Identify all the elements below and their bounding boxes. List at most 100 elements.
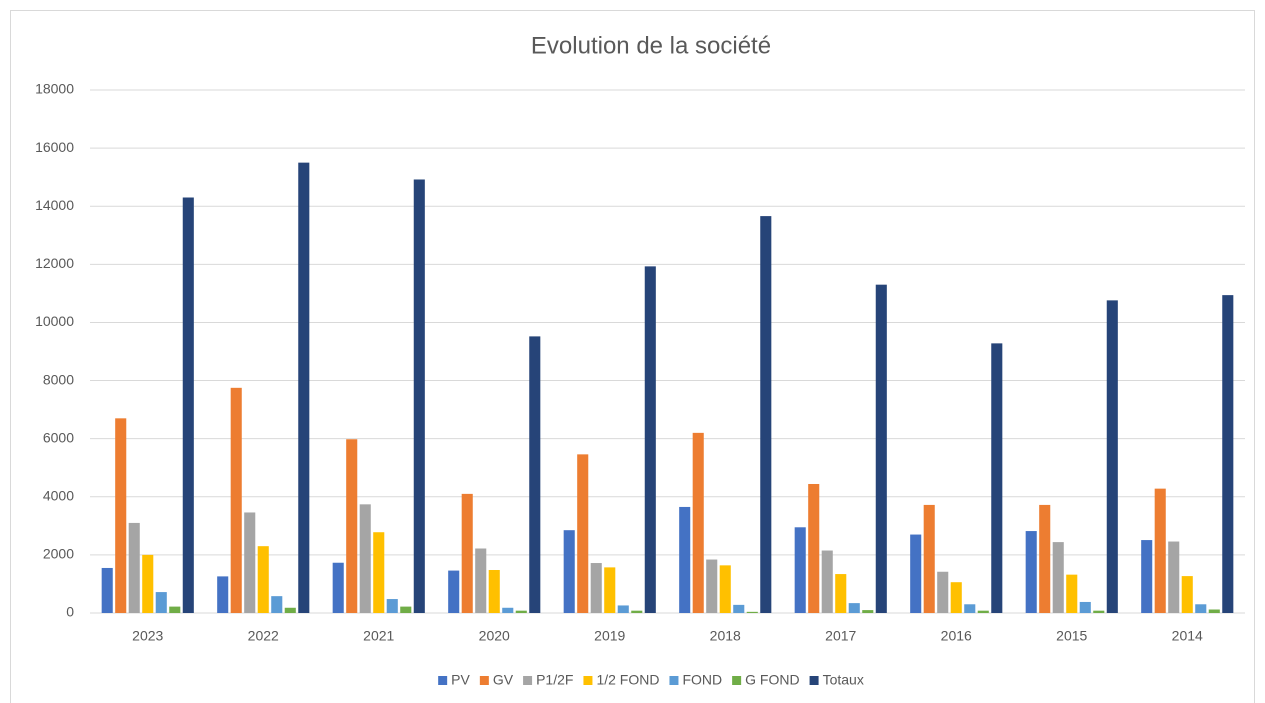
bar [835,574,847,613]
bar [821,550,833,613]
x-tick-label: 2014 [1172,628,1203,644]
bar [794,527,806,613]
bar [950,582,962,613]
bar [679,506,691,613]
bar [386,599,398,613]
bar [413,179,425,614]
bar [563,530,575,613]
bar [733,604,745,613]
bar [692,432,704,613]
chart-title: Evolution de la société [531,32,771,59]
bar [515,610,527,613]
bar [977,610,989,613]
bar [875,284,887,613]
bar [182,197,194,613]
bar [488,569,500,613]
bar [400,606,412,613]
bar [115,418,127,613]
bar [1208,609,1220,613]
bar [848,603,860,613]
legend-label: GV [493,672,514,688]
bar [577,454,589,613]
x-tick-label: 2018 [710,628,741,644]
legend-label: Totaux [823,672,864,688]
bar [359,504,371,613]
bar [529,336,541,613]
y-tick-label: 12000 [35,255,74,271]
x-tick-label: 2022 [248,628,279,644]
legend-swatch [583,676,593,685]
bar [128,522,140,613]
bar [862,610,874,613]
bar [964,604,976,613]
bar [910,534,922,613]
bar [332,562,344,613]
legend-swatch [669,676,679,685]
y-tick-label: 16000 [35,139,74,155]
x-tick-label: 2021 [363,628,394,644]
bar [1181,576,1193,613]
x-tick-label: 2016 [941,628,972,644]
bar [937,571,949,613]
bar [230,387,242,613]
bar [298,162,310,613]
legend-label: P1/2F [536,672,573,688]
bar [217,576,229,613]
y-tick-label: 18000 [35,81,74,97]
y-tick-label: 14000 [35,197,74,213]
bar [284,607,296,613]
legend-label: PV [451,672,470,688]
bar [373,532,385,613]
legend-label: FOND [682,672,722,688]
bar [271,596,283,613]
x-tick-label: 2015 [1056,628,1087,644]
bar [1168,541,1180,613]
bar [1093,610,1105,613]
bar [1195,604,1207,613]
bar [1066,574,1078,613]
legend-swatch [479,676,489,685]
bar [244,512,256,613]
legend-swatch [809,676,819,685]
bar [461,493,473,613]
bar [169,606,181,613]
bar [760,216,772,613]
x-tick-label: 2019 [594,628,625,644]
y-tick-label: 0 [66,604,74,620]
legend-swatch [438,676,448,685]
bar [142,554,154,613]
y-tick-label: 10000 [35,313,74,329]
bar [706,559,718,613]
bar [808,483,820,613]
bar [502,607,514,613]
y-tick-label: 8000 [43,371,74,387]
legend-label: G FOND [745,672,799,688]
x-tick-label: 2017 [825,628,856,644]
bar [257,546,269,613]
bar [1039,504,1051,613]
y-tick-label: 4000 [43,487,74,503]
bar [1222,295,1234,613]
bar [346,439,358,613]
bar [1079,601,1091,613]
bar [923,504,935,613]
bar [604,567,616,613]
bar [101,567,113,613]
bar [475,548,487,613]
x-tick-label: 2020 [479,628,510,644]
legend: PV GV P1/2F 1/2 FOND FOND G FOND Totaux [438,672,864,688]
bar [448,570,460,613]
bar [1106,300,1118,613]
x-tick-label: 2023 [132,628,163,644]
legend-swatch [523,676,533,685]
bar [746,611,758,613]
bar [719,565,731,613]
bar [991,343,1003,613]
bar [644,266,656,613]
legend-label: 1/2 FOND [596,672,659,688]
bar [155,592,167,613]
bar [1141,540,1153,613]
bar [1052,542,1064,613]
y-tick-label: 6000 [43,429,74,445]
